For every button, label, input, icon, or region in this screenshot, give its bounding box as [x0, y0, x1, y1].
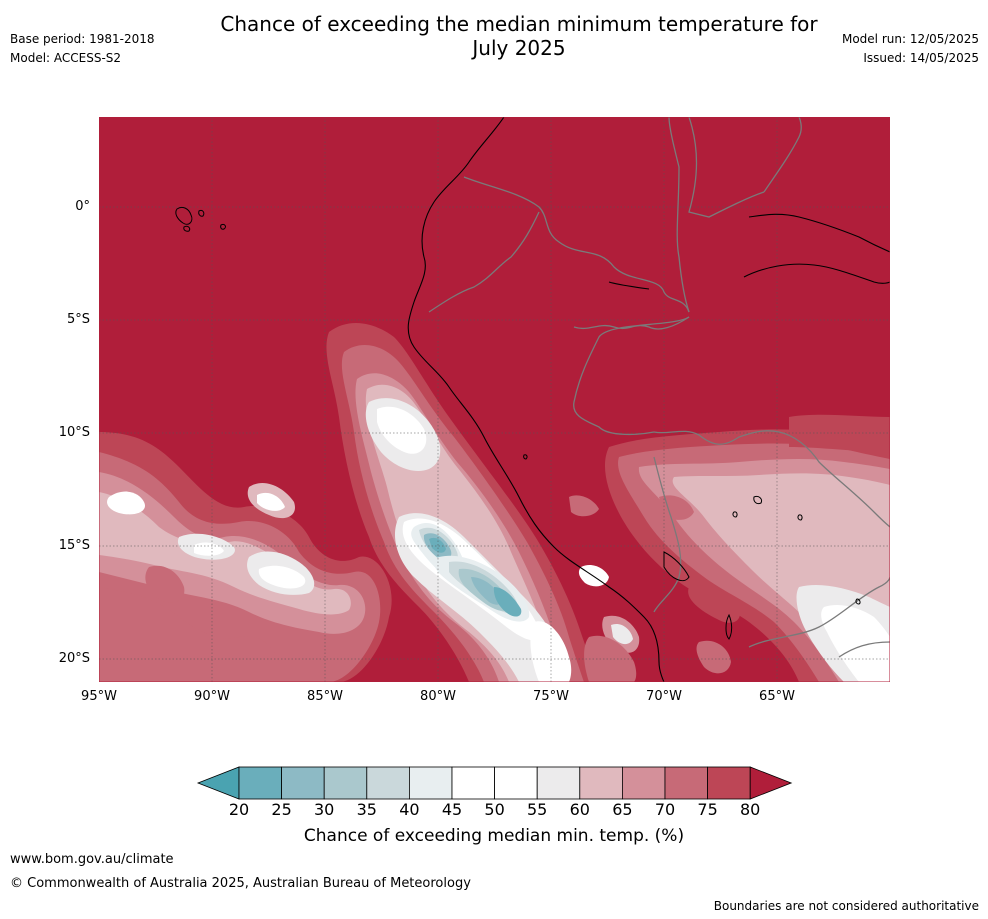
lon-label-85w: 85°W: [307, 689, 343, 704]
colorbar-segments: [196, 766, 793, 800]
map-title: Chance of exceeding the median minimum t…: [0, 12, 988, 60]
lon-label-70w: 70°W: [646, 689, 682, 704]
colorbar-arrow-high: [749, 766, 793, 800]
model-name-text: Model: ACCESS-S2: [10, 51, 122, 65]
colorbar-segment: [408, 766, 453, 800]
website-link[interactable]: www.bom.gov.au/climate: [10, 852, 174, 867]
copyright-text: © Commonwealth of Australia 2025, Austra…: [10, 876, 471, 891]
western-pacific-anomaly: [99, 432, 392, 682]
islands-and-lakes: [175, 206, 861, 640]
colorbar-segment: [238, 766, 282, 800]
lon-label-95w: 95°W: [81, 689, 117, 704]
lat-label-5s: 5°S: [66, 312, 90, 327]
model-run-text: Model run: 12/05/2025: [841, 32, 979, 46]
lat-label-10s: 10°S: [58, 425, 90, 440]
probability-map: [99, 117, 890, 682]
lon-label-90w: 90°W: [194, 689, 230, 704]
colorbar-tick-label: 50: [484, 800, 505, 819]
colorbar-arrow-low: [196, 766, 240, 800]
base-period-text: Base period: 1981-2018: [10, 32, 155, 46]
map-title-line2: July 2025: [472, 36, 566, 60]
colorbar-label: Chance of exceeding median min. temp. (%…: [303, 826, 685, 846]
colorbar-tick-label: 35: [356, 800, 377, 819]
lat-label-20s: 20°S: [58, 651, 90, 666]
country-boundaries: [428, 117, 890, 658]
map-gridlines: [99, 117, 890, 682]
colorbar-tick-label: 20: [228, 800, 250, 819]
colorbar-tick-label: 65: [612, 800, 633, 819]
colorbar-tick-label: 70: [654, 800, 676, 819]
colorbar-tick-label: 45: [441, 800, 463, 819]
boundary-disclaimer: Boundaries are not considered authoritat…: [713, 899, 979, 913]
colorbar-segment: [664, 766, 708, 800]
colorbar: [196, 766, 793, 800]
colorbar-tick-label: 75: [697, 800, 718, 819]
lon-label-65w: 65°W: [759, 689, 795, 704]
coastal-plume-anomaly: [326, 322, 640, 682]
colorbar-segment: [536, 766, 581, 800]
colorbar-tick-label: 80: [740, 800, 761, 819]
eastern-continental-anomaly: [604, 414, 890, 682]
map-title-line1: Chance of exceeding the median minimum t…: [220, 12, 818, 36]
colorbar-segment: [621, 766, 666, 800]
colorbar-tick-label: 55: [527, 800, 548, 819]
colorbar-segment: [707, 766, 751, 800]
colorbar-segment: [579, 766, 623, 800]
lon-label-75w: 75°W: [533, 689, 569, 704]
colorbar-segment: [323, 766, 368, 800]
colorbar-tick-label: 25: [271, 800, 292, 819]
lat-label-0: 0°: [75, 199, 90, 214]
issued-date-text: Issued: 14/05/2025: [863, 51, 979, 65]
colorbar-segment: [366, 766, 410, 800]
colorbar-segment: [451, 766, 495, 800]
lon-label-80w: 80°W: [420, 689, 456, 704]
colorbar-tick-label: 30: [314, 800, 335, 819]
colorbar-tick-label: 40: [399, 800, 420, 819]
colorbar-segment: [281, 766, 325, 800]
lat-label-15s: 15°S: [58, 538, 90, 553]
colorbar-tick-label: 60: [569, 800, 590, 819]
coastline: [407, 117, 890, 682]
colorbar-segment: [494, 766, 538, 800]
